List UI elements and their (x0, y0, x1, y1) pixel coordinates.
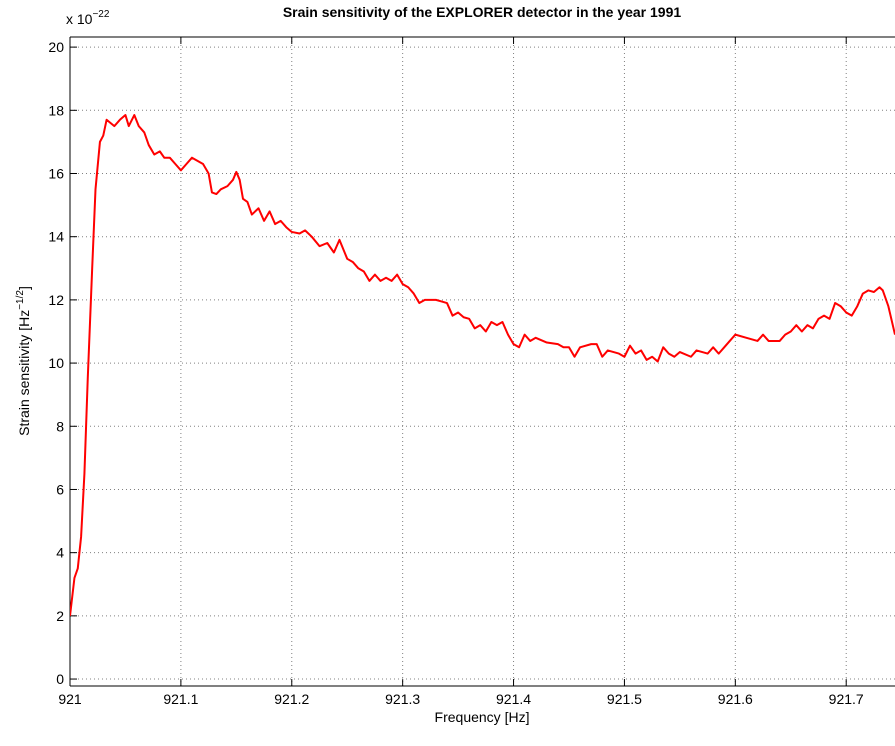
multiplier-base: x 10 (66, 11, 93, 27)
y-tick-label: 0 (56, 671, 64, 687)
y-label-end: ] (16, 286, 32, 290)
x-tick-label: 921.2 (274, 691, 309, 707)
y-tick-label: 10 (48, 355, 64, 371)
x-tick-label: 921.3 (385, 691, 420, 707)
chart-title: Srain sensitivity of the EXPLORER detect… (283, 4, 682, 20)
y-tick-label: 16 (48, 165, 64, 181)
x-tick-label: 921.5 (607, 691, 642, 707)
y-axis-label: Strain sensitivity [Hz−1/2] (15, 286, 32, 436)
x-tick-label: 921.7 (829, 691, 864, 707)
x-tick-label: 921.4 (496, 691, 531, 707)
y-tick-label: 20 (48, 39, 64, 55)
multiplier-exp: −22 (92, 9, 109, 20)
y-tick-label: 2 (56, 608, 64, 624)
y-tick-label: 18 (48, 102, 64, 118)
y-multiplier: x 10−22 (66, 9, 110, 27)
y-tick-label: 12 (48, 292, 64, 308)
y-label-sup: −1/2 (15, 290, 26, 310)
x-tick-label: 921 (58, 691, 82, 707)
y-tick-label: 8 (56, 418, 64, 434)
x-axis-label: Frequency [Hz] (435, 709, 530, 725)
data-line (70, 114, 895, 616)
y-tick-label: 4 (56, 545, 64, 561)
y-tick-label: 6 (56, 481, 64, 497)
y-tick-label: 14 (48, 229, 64, 245)
x-tick-label: 921.1 (163, 691, 198, 707)
y-label-main: Strain sensitivity [Hz (16, 310, 32, 436)
x-tick-label: 921.6 (718, 691, 753, 707)
